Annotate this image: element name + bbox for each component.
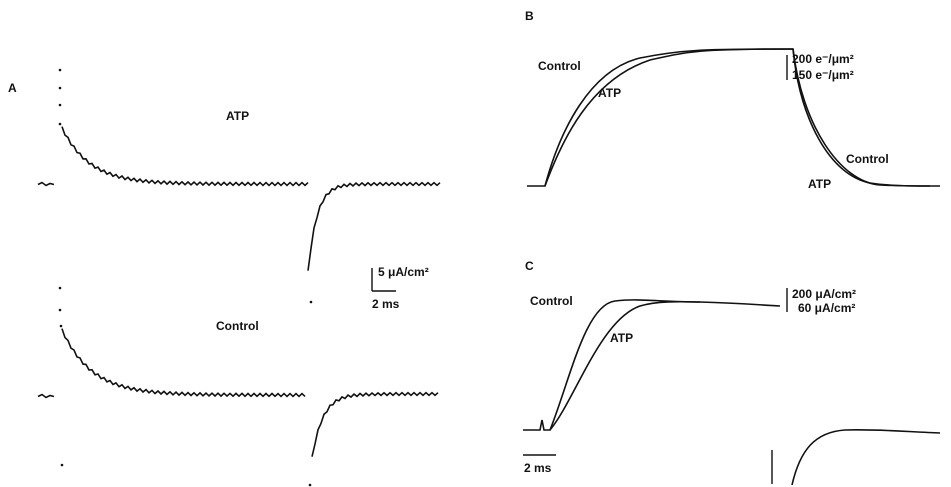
trace [307,181,441,271]
scale-label: 60 μA/cm² [798,301,855,315]
scale-label: 2 ms [372,297,400,311]
artifact-dots [58,68,313,487]
trace [792,48,931,187]
trace [37,181,55,187]
annotation: Control [530,294,573,308]
trace [311,391,439,457]
trace [61,126,309,187]
panel-label: C [525,259,534,273]
annotation: ATP [226,109,249,123]
annotation: Control [216,319,259,333]
trace [37,393,55,399]
scale-label: 2 ms [524,461,552,475]
scale-label: 200 e⁻/μm² [792,52,854,66]
panel-label: A [8,81,17,95]
annotation: ATP [808,177,831,191]
annotation: Control [538,59,581,73]
panel-label: B [525,9,534,23]
annotation: ATP [598,86,621,100]
annotation: ATP [610,331,633,345]
trace [791,429,941,486]
scale-label: 5 μA/cm² [378,265,429,279]
trace [61,328,306,398]
scale-label: 150 e⁻/μm² [792,68,854,82]
scale-label: 200 μA/cm² [792,287,856,301]
annotation: Control [846,152,889,166]
trace [549,300,701,431]
trace [523,299,781,431]
